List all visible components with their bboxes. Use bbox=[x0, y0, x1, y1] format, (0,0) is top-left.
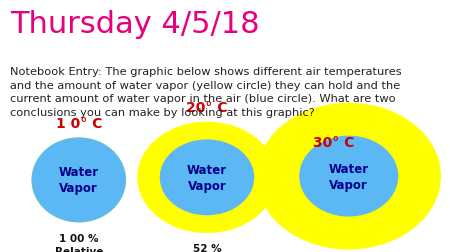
Ellipse shape bbox=[137, 122, 277, 233]
Text: 1 00 %
Relative
Humidity: 1 00 % Relative Humidity bbox=[52, 233, 105, 252]
Text: 52 %
Relative
Humidity: 52 % Relative Humidity bbox=[180, 243, 234, 252]
Ellipse shape bbox=[32, 138, 126, 223]
Ellipse shape bbox=[256, 103, 441, 249]
Text: Thursday 4/5/18: Thursday 4/5/18 bbox=[10, 10, 260, 39]
Text: 20° C: 20° C bbox=[186, 101, 228, 115]
Text: Notebook Entry: The graphic below shows different air temperatures
and the amoun: Notebook Entry: The graphic below shows … bbox=[10, 67, 401, 117]
Ellipse shape bbox=[32, 138, 126, 223]
Text: 1 0° C: 1 0° C bbox=[55, 116, 102, 130]
Ellipse shape bbox=[299, 136, 398, 217]
Text: Water
Vapor: Water Vapor bbox=[187, 163, 227, 192]
Ellipse shape bbox=[160, 140, 254, 215]
Text: Water
Vapor: Water Vapor bbox=[58, 166, 99, 195]
Text: 30° C: 30° C bbox=[313, 135, 354, 149]
Text: Water
Vapor: Water Vapor bbox=[328, 162, 369, 191]
